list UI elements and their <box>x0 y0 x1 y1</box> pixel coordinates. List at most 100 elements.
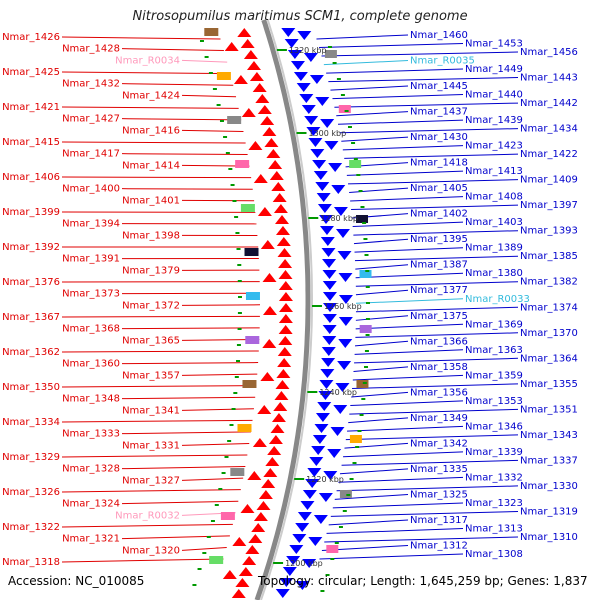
minor-tick <box>210 520 215 522</box>
leader-line <box>352 221 464 228</box>
reverse-gene-arrow <box>257 207 272 216</box>
forward-gene-arrow <box>320 237 335 246</box>
forward-gene-arrow <box>287 50 302 59</box>
reverse-gene-arrow <box>240 39 255 48</box>
leader-line <box>181 546 227 551</box>
feature-box <box>356 215 369 223</box>
gene-label: Nmar_1372 <box>122 300 180 311</box>
forward-gene-arrow <box>305 479 320 488</box>
leader-line <box>354 340 409 347</box>
leader-line <box>350 400 464 407</box>
scale-tick-label: 1220 kbp <box>306 475 344 484</box>
gene-label: Nmar_1368 <box>62 324 120 335</box>
reverse-gene-arrow <box>277 358 292 367</box>
gene-label: Nmar_1440 <box>465 90 523 101</box>
reverse-gene-arrow <box>271 413 286 422</box>
forward-gene-arrow <box>317 402 332 411</box>
gene-label: Nmar_1362 <box>2 347 60 358</box>
forward-gene-arrow <box>309 457 324 466</box>
forward-gene-arrow <box>282 567 297 576</box>
reverse-gene-arrow <box>248 141 263 150</box>
gene-label: Nmar_1346 <box>465 421 523 432</box>
minor-tick <box>360 206 365 208</box>
gene-label: Nmar_1327 <box>122 475 180 486</box>
minor-tick <box>237 280 242 282</box>
leader-line <box>336 485 519 492</box>
gene-label: Nmar_1403 <box>465 217 523 228</box>
reverse-gene-arrow <box>255 94 270 103</box>
reverse-gene-arrow <box>241 108 256 117</box>
leader-line <box>353 366 409 372</box>
minor-tick <box>234 376 239 378</box>
rna-label: Nmar_R0034 <box>115 55 180 66</box>
leader-line <box>355 289 409 296</box>
forward-gene-arrow <box>315 182 330 191</box>
reverse-gene-arrow <box>275 215 290 224</box>
gene-label: Nmar_1387 <box>410 260 468 271</box>
gene-label: Nmar_1415 <box>2 137 60 148</box>
accession-text: Accession: NC_010085 <box>8 574 145 588</box>
forward-gene-arrow <box>295 523 310 532</box>
reverse-gene-arrow <box>266 149 281 158</box>
reverse-gene-arrow <box>260 240 275 249</box>
minor-tick <box>342 510 347 512</box>
reverse-gene-arrow <box>251 523 266 532</box>
reverse-gene-arrow <box>256 501 271 510</box>
leader-line <box>347 425 464 432</box>
leader-line <box>121 535 230 540</box>
gene-label: Nmar_1414 <box>122 160 180 171</box>
reverse-gene-arrow <box>261 479 276 488</box>
leader-line <box>181 94 237 98</box>
reverse-gene-arrow <box>257 405 272 414</box>
leader-line <box>121 500 239 505</box>
forward-gene-arrow <box>335 383 350 392</box>
gene-label: Nmar_1339 <box>465 447 523 458</box>
feature-box <box>245 336 260 344</box>
minor-tick <box>355 446 360 448</box>
gene-label: Nmar_1366 <box>410 336 468 347</box>
gene-label: Nmar_1370 <box>520 328 578 339</box>
feature-box <box>227 116 242 124</box>
scale-tick-label: 1280 kbp <box>320 214 358 223</box>
minor-tick <box>362 382 367 384</box>
gene-label: Nmar_1427 <box>62 114 120 125</box>
forward-gene-arrow <box>321 248 336 257</box>
gene-label: Nmar_1329 <box>2 452 60 463</box>
gene-label: Nmar_1456 <box>520 47 578 58</box>
forward-gene-arrow <box>322 281 337 290</box>
reverse-gene-arrow <box>278 259 293 268</box>
gene-label: Nmar_1443 <box>520 73 578 84</box>
leader-line <box>354 247 464 253</box>
leader-lines <box>61 34 519 563</box>
leader-line <box>61 350 259 353</box>
feature-box <box>324 50 337 58</box>
minor-tick <box>347 126 352 128</box>
minor-tick <box>365 334 370 336</box>
reverse-gene-arrow <box>273 204 288 213</box>
rna-label: Nmar_R0033 <box>465 294 530 305</box>
reverse-gene-arrow <box>265 457 280 466</box>
scale-tick-label: 1200 kbp <box>285 559 323 568</box>
leader-line <box>319 43 464 49</box>
gene-label: Nmar_1363 <box>465 345 523 356</box>
reverse-gene-arrow <box>222 570 237 579</box>
gene-label: Nmar_1418 <box>410 158 468 169</box>
gene-label: Nmar_1356 <box>410 387 468 398</box>
gene-label: Nmar_1333 <box>62 429 120 440</box>
forward-gene-arrow <box>338 317 353 326</box>
reverse-gene-arrow <box>253 174 268 183</box>
leader-line <box>342 145 464 151</box>
rna-label: Nmar_R0032 <box>115 510 180 521</box>
leader-line <box>355 298 464 304</box>
feature-box <box>244 248 259 256</box>
forward-gene-arrow <box>322 314 337 323</box>
forward-gene-arrow <box>315 413 330 422</box>
reverse-gene-arrow <box>252 83 267 92</box>
reverse-gene-arrow <box>262 306 277 315</box>
reverse-gene-arrow <box>272 193 287 202</box>
forward-gene-arrow <box>295 581 310 590</box>
feature-box <box>349 435 362 443</box>
forward-gene-arrow <box>303 53 318 62</box>
leader-line <box>344 442 409 449</box>
gene-label: Nmar_1310 <box>520 532 578 543</box>
